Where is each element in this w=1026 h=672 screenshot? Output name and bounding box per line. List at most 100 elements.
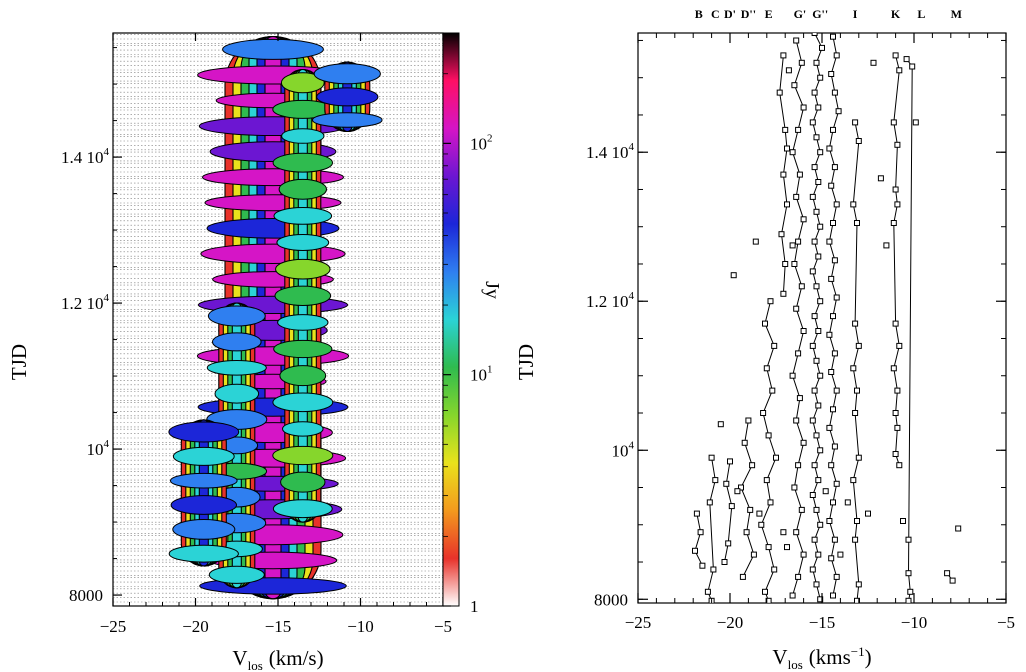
data-point xyxy=(831,443,838,450)
data-point xyxy=(892,186,899,193)
data-point xyxy=(813,506,820,513)
data-point xyxy=(784,145,790,152)
data-point xyxy=(830,313,836,320)
data-point xyxy=(813,134,820,141)
data-point xyxy=(854,387,860,394)
data-point xyxy=(765,544,772,551)
emission-clump xyxy=(273,339,333,359)
emission-clump xyxy=(168,544,239,563)
data-point xyxy=(955,525,962,532)
data-point xyxy=(789,372,796,379)
right-y-axis: 8000 104 1.2 104 1.4 104 xyxy=(586,39,1006,609)
isolated-points xyxy=(717,59,962,558)
data-point xyxy=(780,290,787,297)
data-point xyxy=(850,477,857,484)
data-point xyxy=(813,357,820,364)
data-point xyxy=(712,477,719,484)
data-point xyxy=(809,342,816,349)
data-point xyxy=(776,89,783,96)
component-series xyxy=(903,56,916,603)
data-point xyxy=(809,492,816,498)
x-tick-label: −15 xyxy=(809,613,836,632)
emission-clump xyxy=(172,519,236,540)
emission-clump xyxy=(281,128,325,144)
data-point xyxy=(896,462,903,469)
data-point xyxy=(892,410,899,416)
data-point xyxy=(828,275,835,282)
data-point xyxy=(855,138,862,144)
y-tick-label: 1.2 104 xyxy=(586,290,635,311)
data-point xyxy=(789,149,796,156)
data-point xyxy=(721,559,728,565)
data-point xyxy=(830,592,836,599)
component-series xyxy=(692,510,706,569)
data-point xyxy=(782,261,789,267)
data-point xyxy=(791,261,798,267)
component-label: D'' xyxy=(741,7,756,21)
emission-clump xyxy=(272,445,334,466)
x-tick-label: −5 xyxy=(997,613,1015,632)
data-point xyxy=(830,33,836,40)
data-point xyxy=(778,231,785,238)
data-point xyxy=(852,320,859,327)
data-point xyxy=(771,342,778,349)
data-point xyxy=(785,67,792,74)
data-point xyxy=(789,242,796,249)
component-series xyxy=(789,37,807,599)
left-x-axis: −25 −20 −15 −10 −5 xyxy=(100,33,452,636)
data-point xyxy=(896,342,903,349)
data-point xyxy=(760,410,767,416)
y-tick-label: 1.4 104 xyxy=(586,141,635,162)
data-point xyxy=(831,536,838,543)
right-y-axis-label: TJD xyxy=(514,344,538,380)
emission-clump xyxy=(207,305,266,327)
data-point xyxy=(756,510,763,517)
x-tick-label: −25 xyxy=(625,613,652,632)
data-point xyxy=(826,331,833,338)
x-tick-label: −20 xyxy=(717,613,744,632)
data-point xyxy=(892,451,899,457)
emission-clump xyxy=(272,152,333,173)
data-point xyxy=(789,592,796,599)
data-point xyxy=(811,313,818,320)
x-tick-label: −15 xyxy=(265,617,292,636)
data-point xyxy=(795,126,802,133)
data-point xyxy=(723,480,730,487)
series-line xyxy=(792,40,805,596)
emission-clump xyxy=(170,495,238,515)
data-point xyxy=(815,179,822,185)
data-point xyxy=(831,350,838,357)
data-point xyxy=(699,562,706,569)
component-label: M xyxy=(951,7,962,21)
emission-clump xyxy=(276,234,330,251)
data-point xyxy=(944,570,951,577)
data-point xyxy=(909,63,916,70)
data-point xyxy=(798,506,805,513)
component-series xyxy=(758,298,779,603)
data-point xyxy=(896,67,903,74)
data-point xyxy=(830,220,836,226)
data-point xyxy=(817,74,824,81)
data-point xyxy=(828,71,835,77)
data-point xyxy=(728,503,735,510)
data-point xyxy=(877,175,884,182)
data-point xyxy=(907,588,914,595)
x-tick-label: −10 xyxy=(347,617,374,636)
data-point xyxy=(762,320,768,327)
data-point xyxy=(809,119,816,126)
data-point xyxy=(819,44,825,51)
data-point xyxy=(811,462,818,469)
data-point xyxy=(813,432,820,439)
data-point xyxy=(855,581,862,588)
data-point xyxy=(795,462,802,469)
right-plot-frame xyxy=(637,32,1007,604)
data-point xyxy=(894,387,901,394)
emission-clump xyxy=(214,383,260,404)
data-point xyxy=(811,387,818,394)
data-point xyxy=(813,208,820,215)
emission-clump xyxy=(279,365,327,387)
emission-clump xyxy=(275,258,331,280)
data-point xyxy=(855,454,862,461)
data-point xyxy=(894,424,901,431)
component-label: G' xyxy=(794,7,807,21)
